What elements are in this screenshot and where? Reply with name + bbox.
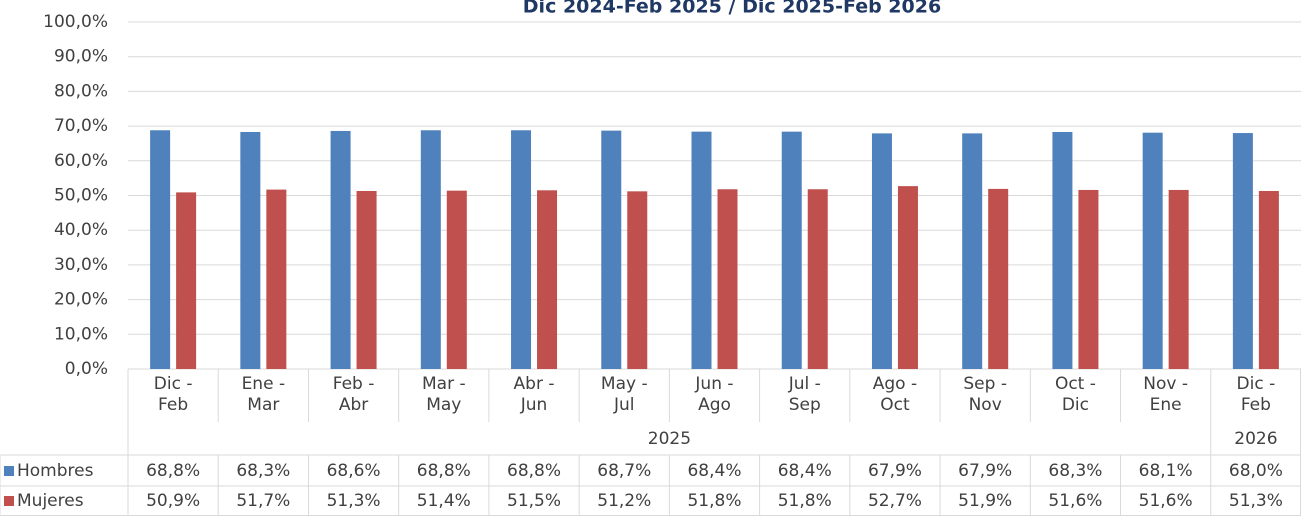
bar [897, 186, 918, 369]
bar [240, 131, 261, 369]
y-tick-label: 10,0% [54, 324, 108, 344]
x-tick-label: Dic - Feb [1236, 374, 1276, 415]
x-tick-label: Ago - Oct [872, 374, 918, 415]
x-tick-label: Sep - Nov [963, 374, 1007, 415]
y-tick-label: 20,0% [54, 290, 108, 310]
table-value: 68,8% [146, 461, 200, 481]
x-tick-label: Jun - Ago [695, 374, 734, 415]
bar [420, 130, 441, 369]
bar [356, 190, 377, 369]
table-value: 68,8% [417, 461, 471, 481]
table-value: 51,5% [507, 491, 561, 511]
chart-title: Dic 2024-Feb 2025 / Dic 2025-Feb 2026 [523, 0, 941, 18]
x-tick-label: Abr - Jun [513, 374, 555, 415]
y-tick-label: 70,0% [54, 116, 108, 136]
bar [717, 189, 738, 369]
bar [1168, 189, 1189, 369]
x-tick-label: Dic - Feb [153, 374, 193, 415]
x-tick-label: Feb - Abr [332, 374, 375, 415]
table-value: 68,4% [778, 461, 832, 481]
x-tick-label: Jul - Sep [788, 374, 821, 415]
table-value: 68,3% [236, 461, 290, 481]
table-value: 68,0% [1229, 461, 1283, 481]
bar [266, 189, 287, 369]
table-value: 51,6% [1139, 491, 1193, 511]
bar [871, 133, 892, 369]
y-tick-label: 100,0% [43, 12, 108, 32]
legend-label: Hombres [17, 461, 94, 481]
y-tick-label: 90,0% [54, 47, 108, 67]
y-tick-label: 0,0% [65, 359, 108, 379]
table-value: 68,1% [1139, 461, 1193, 481]
table-value: 68,6% [327, 461, 381, 481]
group-label: 2026 [1234, 429, 1277, 449]
bar [1052, 131, 1073, 369]
bar [962, 133, 983, 369]
bar [176, 192, 197, 369]
x-tick-label: Nov - Ene [1143, 374, 1188, 415]
table-value: 51,7% [236, 491, 290, 511]
bar [446, 190, 467, 369]
bar [1232, 133, 1253, 369]
y-tick-label: 40,0% [54, 220, 108, 240]
table-value: 68,4% [687, 461, 741, 481]
x-tick-label: Ene - Mar [241, 374, 286, 415]
y-tick-label: 50,0% [54, 186, 108, 206]
x-tick-label: May - Jul [600, 374, 648, 415]
bar [511, 130, 532, 369]
table-value: 51,6% [1048, 491, 1102, 511]
bar [988, 188, 1009, 369]
table-value: 51,4% [417, 491, 471, 511]
group-label: 2025 [648, 429, 691, 449]
table-value: 68,8% [507, 461, 561, 481]
y-tick-label: 80,0% [54, 81, 108, 101]
bar [150, 130, 171, 369]
bar [601, 130, 622, 369]
table-value: 67,9% [868, 461, 922, 481]
bar [537, 190, 558, 369]
bar [691, 131, 712, 369]
table-value: 68,7% [597, 461, 651, 481]
bar [1258, 190, 1279, 369]
legend-swatch [4, 466, 14, 476]
table-value: 52,7% [868, 491, 922, 511]
table-value: 51,8% [778, 491, 832, 511]
table-value: 51,3% [327, 491, 381, 511]
legend-swatch [4, 496, 14, 506]
x-tick-label: Mar - May [421, 374, 466, 415]
y-tick-label: 30,0% [54, 255, 108, 275]
table-value: 68,3% [1048, 461, 1102, 481]
y-tick-label: 60,0% [54, 151, 108, 171]
bar [627, 191, 648, 369]
table-value: 51,8% [687, 491, 741, 511]
bar [807, 189, 828, 369]
table-value: 51,3% [1229, 491, 1283, 511]
table-value: 51,9% [958, 491, 1012, 511]
bar [1142, 132, 1163, 369]
bar [330, 130, 351, 369]
table-value: 51,2% [597, 491, 651, 511]
table-value: 67,9% [958, 461, 1012, 481]
table-value: 50,9% [146, 491, 200, 511]
bar [781, 131, 802, 369]
legend-label: Mujeres [17, 491, 84, 511]
x-tick-label: Oct - Dic [1054, 374, 1096, 415]
bar [1078, 189, 1099, 369]
